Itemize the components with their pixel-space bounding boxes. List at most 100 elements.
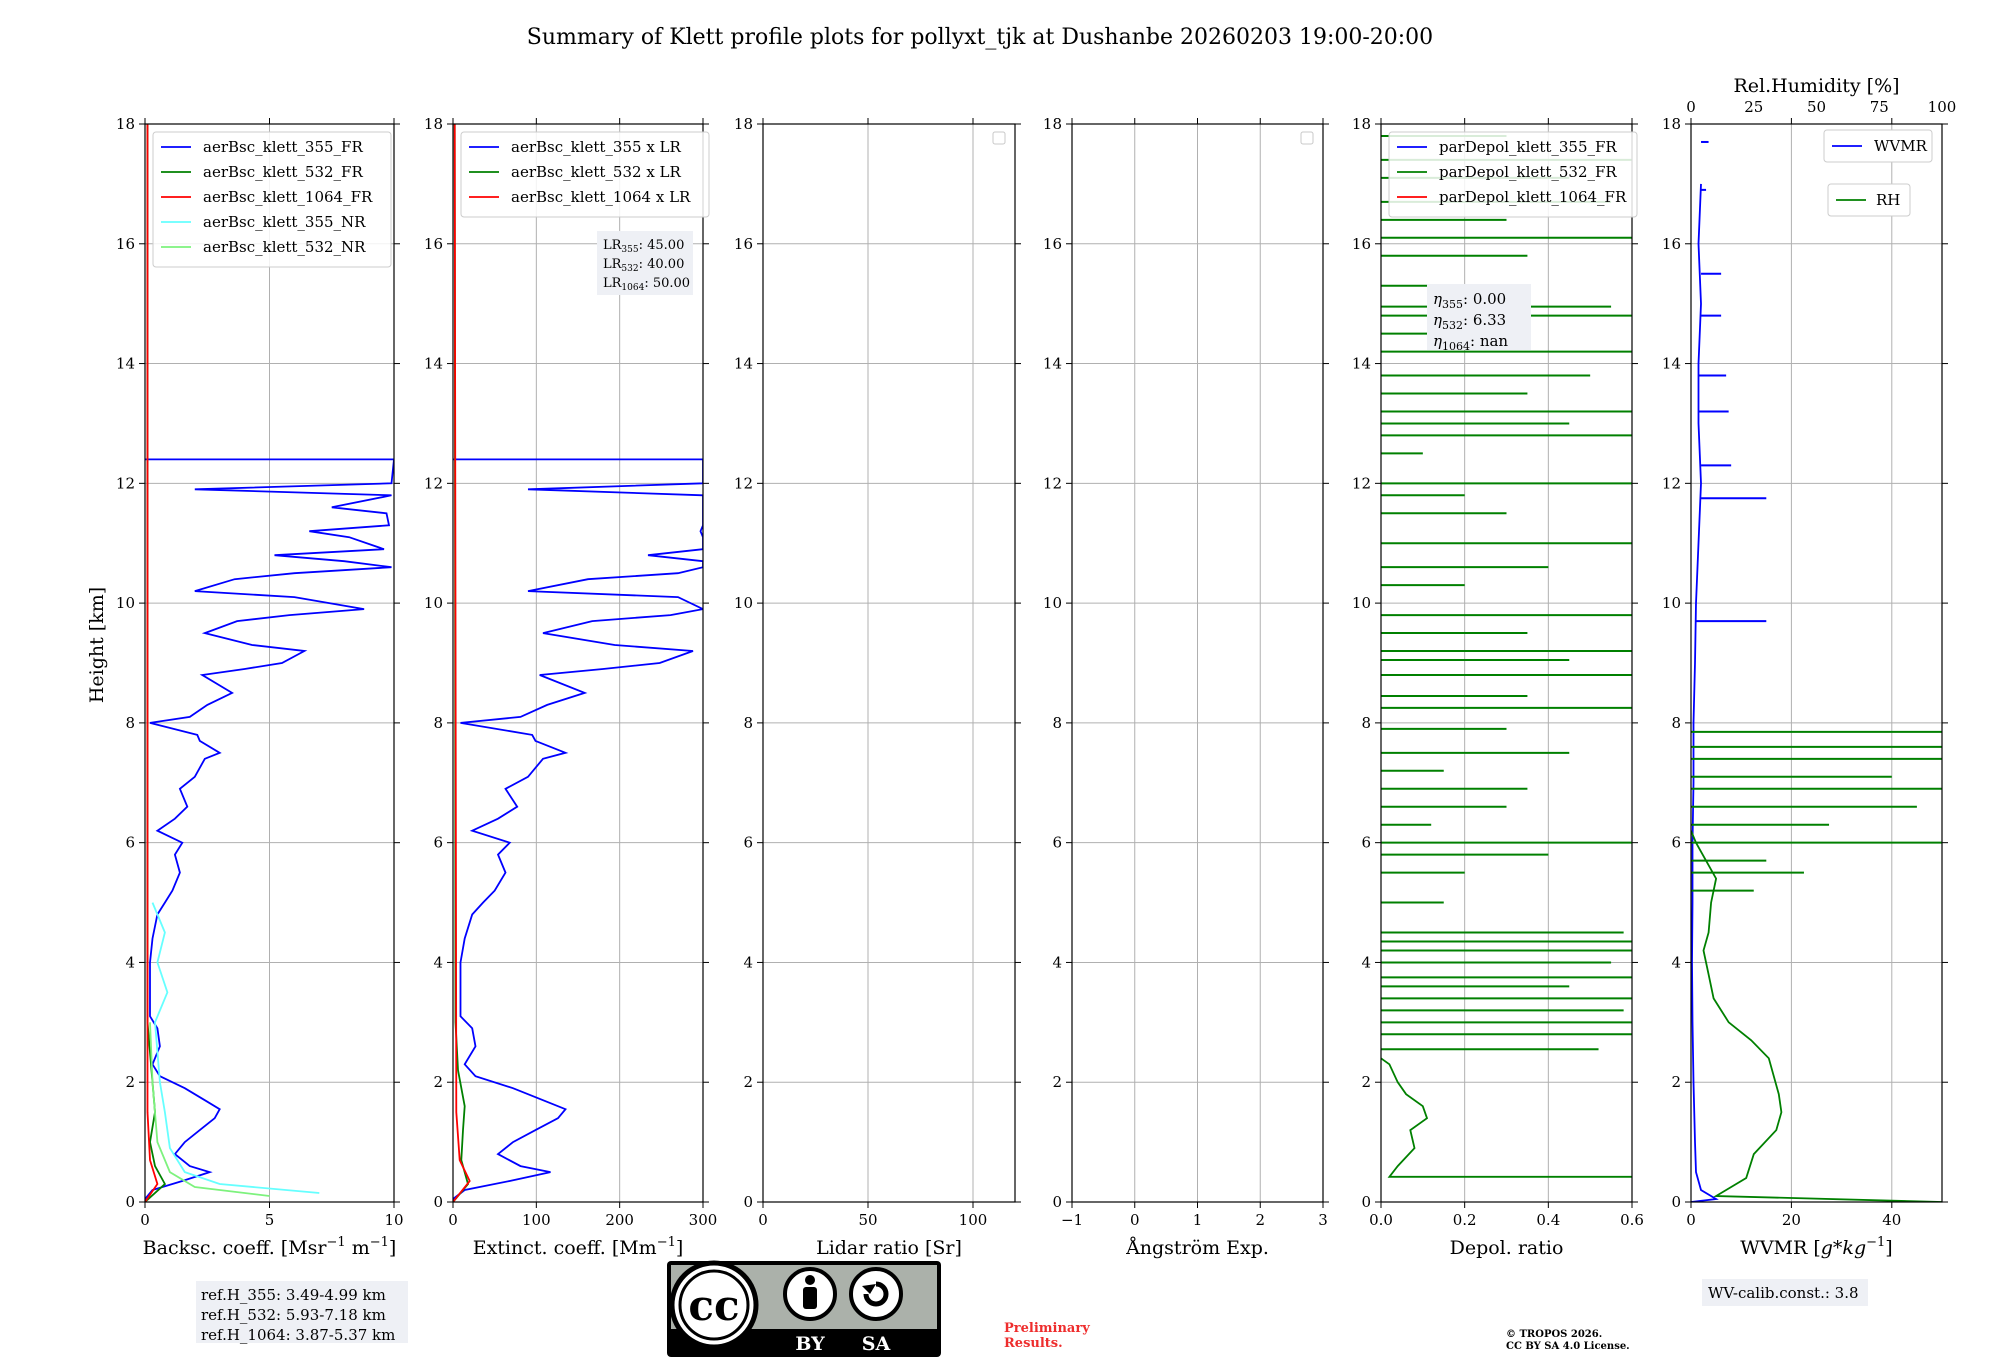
y-tick-label: 12 [734,474,753,492]
y-tick-label: 4 [1052,953,1062,971]
y-tick-label: 10 [1662,594,1681,612]
x-axis-label: Extinct. coeff. [Mm−1] [473,1235,684,1259]
y-tick-label: 8 [743,714,753,732]
y-tick-label: 6 [125,834,135,852]
x-tick-label: 0.4 [1536,1211,1560,1229]
y-tick-label: 14 [734,355,753,373]
lr-info-line: LR532: 40.00 [603,257,684,274]
legend-box-wvmr [1823,129,1933,163]
y-tick-label: 18 [424,115,443,133]
x-tick-label: 0 [140,1211,150,1229]
y-tick-label: 14 [1662,355,1681,373]
x-axis-label: Depol. ratio [1450,1237,1564,1259]
series-WVMR [1691,183,1719,1202]
x2-tick-label: 0 [1686,98,1696,116]
x-tick-label: 10 [384,1211,403,1229]
legend-box-rh [1827,183,1911,217]
x-tick-label: −1 [1061,1211,1083,1229]
lr-info-box [597,231,693,295]
y-tick-label: 18 [1043,115,1062,133]
y-tick-label: 12 [116,474,135,492]
y-tick-label: 12 [1352,474,1371,492]
legend-box [152,131,392,268]
series-parDepol_klett_532_FR [1381,1057,1632,1178]
x-tick-label: 0 [1130,1211,1140,1229]
y-tick-label: 8 [1671,714,1681,732]
legend-label: aerBsc_klett_532 x LR [511,163,682,181]
legend-label: RH [1876,191,1900,209]
y-tick-label: 8 [433,714,443,732]
series-aerBsc_klett_532_NR [149,1022,270,1197]
x-tick-label: 200 [605,1211,634,1229]
legend-label: parDepol_klett_1064_FR [1439,188,1627,206]
y-tick-label: 2 [433,1073,443,1091]
by-label: BY [795,1333,825,1355]
y-tick-label: 2 [1052,1073,1062,1091]
eta-info-line: η1064: nan [1433,332,1508,353]
x2-axis-label: Rel.Humidity [%] [1733,75,1899,97]
empty-legend-box [992,131,1006,145]
plot-frame [1380,123,1633,1203]
panel-lr: 0 50 100 0 2 4 6 8 10 12 14 16 18 Lidar ratio [Sr] [734,115,1021,1259]
sa-label: SA [862,1333,891,1355]
preliminary-line-1: Preliminary [1004,1321,1090,1336]
plot-frame [1071,123,1324,1203]
x2-tick-label: 25 [1744,98,1763,116]
copyright-line-1: © TROPOS 2026. [1506,1329,1602,1340]
y-tick-label: 10 [1043,594,1062,612]
empty-legend-box [1300,131,1314,145]
eta-info-line: η532: 6.33 [1433,311,1506,332]
y-tick-label: 0 [125,1193,135,1211]
y-tick-label: 6 [1671,834,1681,852]
ref-height-355: ref.H_355: 3.49-4.99 km [201,1286,386,1304]
x-axis-label: WVMR [g*kg−1] [1740,1235,1892,1259]
legend-label: WVMR [1874,137,1928,155]
y-tick-label: 0 [1052,1193,1062,1211]
y-tick-label: 8 [125,714,135,732]
legend-box [460,131,710,218]
plot-frame [762,123,1016,1203]
y-tick-label: 10 [734,594,753,612]
x-tick-label: 0 [758,1211,768,1229]
series-group [453,124,703,1202]
preliminary-line-2: Results. [1004,1336,1063,1351]
y-tick-label: 4 [1361,953,1371,971]
eta-info-line: η355: 0.00 [1433,290,1506,311]
y-tick-label: 4 [743,953,753,971]
series-aerBsc_klett_355 x LR [453,458,703,1200]
figure-title: Summary of Klett profile plots for polly… [527,25,1433,50]
x-tick-label: 0.6 [1620,1211,1644,1229]
lr-info-line: LR355: 45.00 [603,238,684,255]
y-tick-label: 6 [743,834,753,852]
y-tick-label: 2 [1671,1073,1681,1091]
panel-wv: 0 20 40 0 2 4 6 8 10 12 14 16 18 WVMR [g*kg−1] 0 25 50 75… [1662,75,1956,1259]
y-tick-label: 18 [1352,115,1371,133]
x-tick-label: 0 [1686,1211,1696,1229]
lr-info-line: LR1064: 50.00 [603,276,690,293]
wv-calib-const: WV-calib.const.: 3.8 [1708,1284,1859,1302]
y-tick-label: 18 [116,115,135,133]
legend-wv: WVMR RH [1823,129,1933,217]
y-tick-label: 16 [116,235,135,253]
y-tick-label: 8 [1361,714,1371,732]
plot-frame [144,123,395,1203]
x-axis-label: Ångström Exp. [1125,1237,1269,1259]
y-tick-label: 6 [1052,834,1062,852]
x-tick-label: 0.0 [1369,1211,1393,1229]
x-tick-label: 50 [858,1211,877,1229]
y-tick-label: 18 [1662,115,1681,133]
y-tick-label: 4 [1671,953,1681,971]
y-tick-label: 4 [125,953,135,971]
ref-height-532: ref.H_532: 5.93-7.18 km [201,1306,386,1324]
ref-height-box: ref.H_355: 3.49-4.99 km ref.H_532: 5.93-… [196,1281,408,1344]
y-tick-label: 16 [1352,235,1371,253]
plot-frame [452,123,704,1203]
y-tick-label: 12 [424,474,443,492]
y-tick-label: 10 [1352,594,1371,612]
legend-label: parDepol_klett_532_FR [1439,163,1617,181]
y-tick-label: 8 [1052,714,1062,732]
y-tick-label: 0 [1361,1193,1371,1211]
